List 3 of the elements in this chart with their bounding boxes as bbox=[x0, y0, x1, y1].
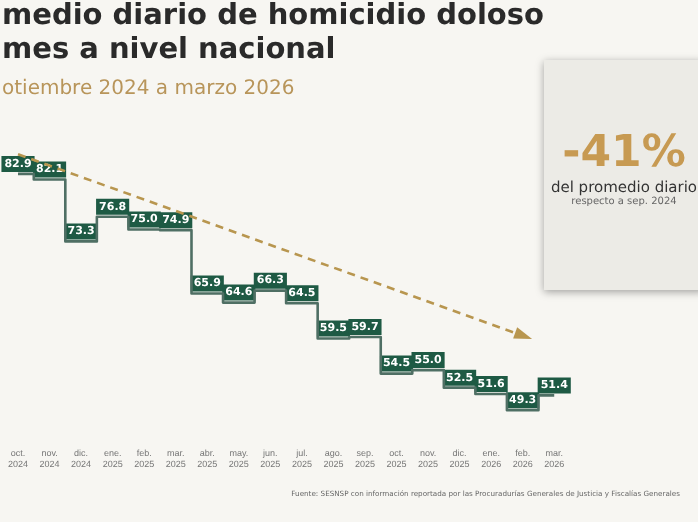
chart-title: medio diario de homicidio doloso mes a nivel nacional bbox=[2, 0, 544, 68]
chart-subtitle: otiembre 2024 a marzo 2026 bbox=[2, 78, 295, 100]
annotation: -41% bbox=[560, 128, 688, 178]
